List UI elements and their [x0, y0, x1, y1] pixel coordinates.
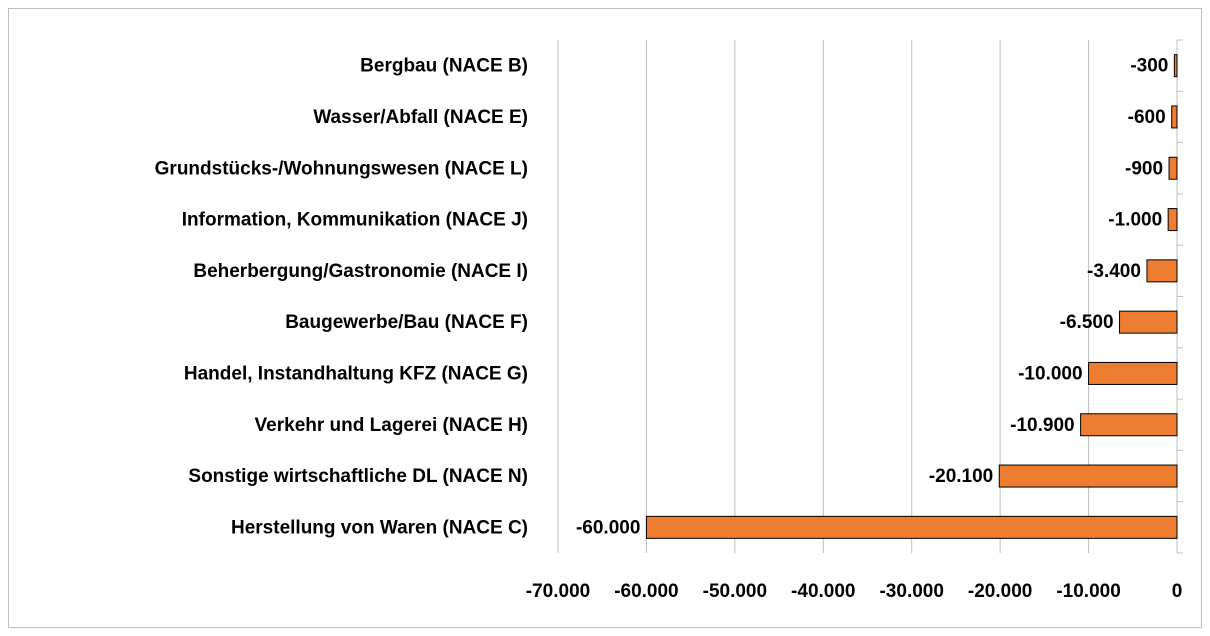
x-tick-label: -70.000 [526, 581, 590, 602]
data-label: -10.900 [1010, 415, 1074, 436]
y-tick-label: Baugewerbe/Bau (NACE F) [285, 312, 528, 333]
y-tick-label: Verkehr und Lagerei (NACE H) [255, 415, 528, 436]
bar [1168, 156, 1178, 180]
bar [1167, 208, 1178, 232]
data-label: -20.100 [929, 466, 993, 487]
y-tick-label: Information, Kommunikation (NACE J) [182, 210, 528, 231]
data-label: -6.500 [1060, 312, 1114, 333]
y-tick-label: Bergbau (NACE B) [360, 56, 528, 77]
x-tick-label: -50.000 [703, 581, 767, 602]
data-label: -60.000 [576, 517, 640, 538]
data-label: -3.400 [1087, 261, 1141, 282]
bar [1088, 361, 1178, 385]
bar [998, 464, 1178, 488]
x-tick-label: -10.000 [1056, 581, 1120, 602]
x-tick-label: -60.000 [614, 581, 678, 602]
data-label: -10.000 [1018, 363, 1082, 384]
data-label: -600 [1128, 107, 1166, 128]
y-tick-label: Sonstige wirtschaftliche DL (NACE N) [188, 466, 528, 487]
x-tick-label: -30.000 [879, 581, 943, 602]
y-tick-label: Handel, Instandhaltung KFZ (NACE G) [184, 363, 528, 384]
data-label: -1.000 [1108, 210, 1162, 231]
data-label: -900 [1125, 158, 1163, 179]
y-tick-label: Grundstücks-/Wohnungswesen (NACE L) [155, 158, 528, 179]
y-tick-label: Wasser/Abfall (NACE E) [313, 107, 528, 128]
bar [1146, 259, 1178, 283]
bar [1119, 310, 1178, 334]
bar [645, 515, 1178, 539]
bar [1080, 413, 1178, 437]
x-tick-label: 0 [1172, 581, 1183, 602]
x-tick-label: -40.000 [791, 581, 855, 602]
bar [1173, 54, 1178, 78]
bar [1171, 105, 1178, 129]
x-tick-label: -20.000 [968, 581, 1032, 602]
y-tick-label: Beherbergung/Gastronomie (NACE I) [193, 261, 528, 282]
y-tick-label: Herstellung von Waren (NACE C) [231, 517, 528, 538]
data-label: -300 [1130, 56, 1168, 77]
